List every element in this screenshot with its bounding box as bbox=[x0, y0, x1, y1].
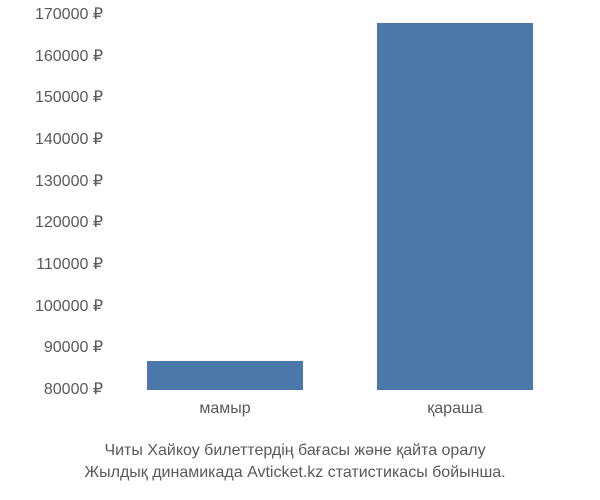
y-axis: 80000 ₽90000 ₽100000 ₽110000 ₽120000 ₽13… bbox=[0, 15, 103, 390]
x-tick-label: қараша bbox=[427, 400, 482, 418]
y-tick-label: 150000 ₽ bbox=[35, 90, 103, 106]
chart-container: 80000 ₽ 90000 ₽ 100000 ₽ 110000 ₽ 120000 ₽ 13… bbox=[0, 0, 600, 500]
plot-area bbox=[110, 15, 570, 390]
chart-caption-line1: Читы Хайкоу билеттердің бағасы және қайт… bbox=[0, 440, 590, 462]
chart-caption-line2: Жылдық динамикада Avticket.kz статистика… bbox=[0, 462, 590, 484]
y-tick-label: 140000 ₽ bbox=[35, 132, 103, 148]
bar bbox=[147, 361, 303, 390]
y-tick-label: 90000 ₽ bbox=[44, 340, 103, 356]
bar bbox=[377, 23, 533, 390]
y-tick-label: 110000 ₽ bbox=[36, 257, 103, 273]
y-tick-label: 170000 ₽ bbox=[35, 7, 103, 23]
x-axis: мамыр қараша bbox=[110, 400, 570, 425]
y-tick-label: 80000 ₽ bbox=[44, 382, 103, 398]
y-tick-label: 120000 ₽ bbox=[35, 215, 103, 231]
y-tick-label: 100000 ₽ bbox=[35, 299, 103, 315]
y-tick-label: 160000 ₽ bbox=[35, 49, 103, 65]
y-tick-label: 130000 ₽ bbox=[35, 174, 103, 190]
x-tick-label: мамыр bbox=[199, 400, 250, 418]
